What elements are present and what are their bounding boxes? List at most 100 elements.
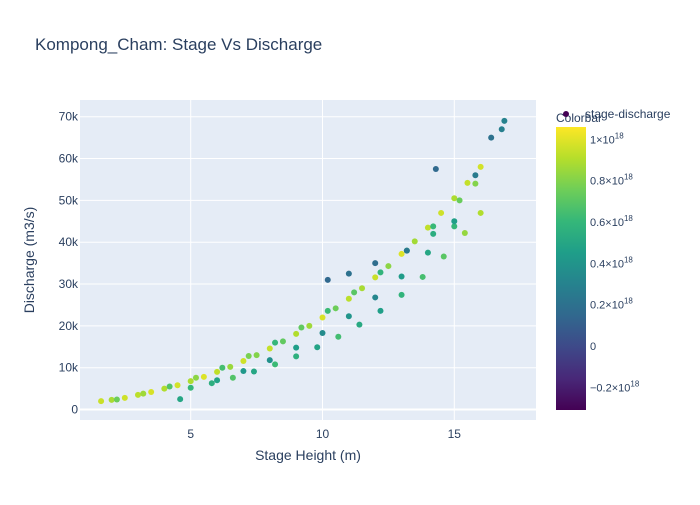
legend-marker-icon <box>563 111 569 117</box>
y-tick-labels: 0 10k 20k 30k 40k 50k 60k 70k <box>59 110 79 417</box>
x-tick-label: 10 <box>316 427 330 441</box>
data-point <box>266 345 273 352</box>
data-point <box>250 368 257 375</box>
data-point <box>440 253 447 260</box>
data-point <box>372 260 379 267</box>
colorbar <box>556 127 586 410</box>
data-point <box>272 339 279 346</box>
data-point <box>174 382 181 389</box>
plot-background <box>80 100 536 420</box>
data-point <box>451 195 458 202</box>
data-point <box>187 384 194 391</box>
x-tick-label: 15 <box>448 427 462 441</box>
data-point <box>240 368 247 375</box>
data-point <box>219 364 226 371</box>
data-point <box>272 361 279 368</box>
data-point <box>403 247 410 254</box>
data-point <box>113 396 120 403</box>
data-point <box>438 209 445 216</box>
colorbar-tick-label: 0.4×1018 <box>590 255 633 270</box>
data-point <box>240 358 247 365</box>
data-point <box>451 218 458 225</box>
data-point <box>279 338 286 345</box>
data-point <box>245 353 252 359</box>
data-point <box>411 238 418 245</box>
colorbar-tick-label: 0.6×1018 <box>590 214 633 229</box>
data-point <box>319 314 326 321</box>
legend[interactable]: stage-discharge <box>563 107 671 121</box>
y-tick-label: 30k <box>59 277 79 291</box>
data-point <box>227 363 234 370</box>
y-tick-label: 20k <box>59 319 79 333</box>
data-point <box>177 396 184 403</box>
data-point <box>108 396 115 403</box>
data-point <box>324 276 331 283</box>
points-layer <box>98 117 508 405</box>
data-point <box>464 179 471 186</box>
data-point <box>253 352 260 359</box>
data-point <box>166 383 173 390</box>
x-tick-labels: 5 10 15 <box>187 427 461 441</box>
data-point <box>161 385 168 392</box>
data-point <box>121 394 128 401</box>
data-point <box>424 249 431 256</box>
data-point <box>192 374 199 381</box>
colorbar-tick-label: 0 <box>590 341 596 353</box>
y-axis-title: Discharge (m3/s) <box>21 207 37 314</box>
data-point <box>419 273 426 280</box>
data-point <box>98 398 105 405</box>
data-point <box>293 344 300 351</box>
data-point <box>266 357 273 364</box>
data-point <box>498 126 505 133</box>
colorbar-tick-label: 1×1018 <box>590 131 624 146</box>
data-point <box>140 390 147 397</box>
data-point <box>472 172 479 179</box>
data-point <box>214 377 221 384</box>
y-tick-label: 70k <box>59 110 79 124</box>
y-tick-label: 60k <box>59 152 79 166</box>
colorbar-tick-label: −0.2×1018 <box>590 379 640 394</box>
data-point <box>345 295 352 302</box>
colorbar-tick-labels: −0.2×1018 0 0.2×1018 0.4×1018 0.6×1018 0.8×10… <box>590 131 640 394</box>
data-point <box>229 374 236 381</box>
data-point <box>324 307 331 314</box>
data-point <box>477 209 484 216</box>
data-point <box>332 305 339 312</box>
chart-title: Kompong_Cham: Stage Vs Discharge <box>35 35 322 54</box>
data-point <box>187 378 194 385</box>
colorbar-tick-label: 0.8×1018 <box>590 173 633 188</box>
data-point <box>134 391 141 398</box>
data-point <box>432 166 439 173</box>
data-point <box>472 180 479 187</box>
data-point <box>214 368 221 375</box>
data-point <box>351 289 358 296</box>
x-tick-label: 5 <box>187 427 194 441</box>
data-point <box>451 223 458 230</box>
data-point <box>148 388 155 395</box>
data-point <box>477 163 484 170</box>
data-point <box>335 333 342 340</box>
data-point <box>298 324 305 331</box>
data-point <box>319 329 326 336</box>
data-point <box>306 322 313 329</box>
y-tick-label: 10k <box>59 361 79 375</box>
data-point <box>208 380 215 387</box>
data-point <box>430 223 437 230</box>
y-tick-label: 0 <box>71 403 78 417</box>
data-point <box>293 330 300 337</box>
data-point <box>345 313 352 320</box>
data-point <box>488 134 495 141</box>
x-axis-title: Stage Height (m) <box>255 447 361 463</box>
data-point <box>456 197 463 204</box>
data-point <box>356 321 363 328</box>
legend-label: stage-discharge <box>585 107 671 121</box>
data-point <box>359 285 366 292</box>
data-point <box>377 269 384 276</box>
data-point <box>345 270 352 277</box>
data-point <box>372 274 379 281</box>
data-point <box>424 224 431 231</box>
data-point <box>372 294 379 301</box>
data-point <box>430 230 437 237</box>
